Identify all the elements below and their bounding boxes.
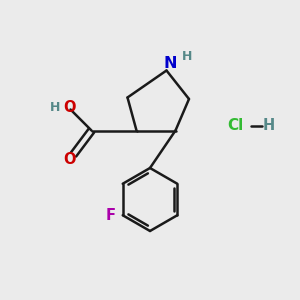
Text: N: N	[163, 56, 177, 70]
Text: Cl: Cl	[227, 118, 244, 134]
Text: H: H	[182, 50, 192, 63]
Text: F: F	[106, 208, 116, 223]
Text: H: H	[262, 118, 274, 134]
Text: O: O	[63, 100, 75, 115]
Text: O: O	[64, 152, 76, 167]
Text: H: H	[50, 100, 60, 114]
